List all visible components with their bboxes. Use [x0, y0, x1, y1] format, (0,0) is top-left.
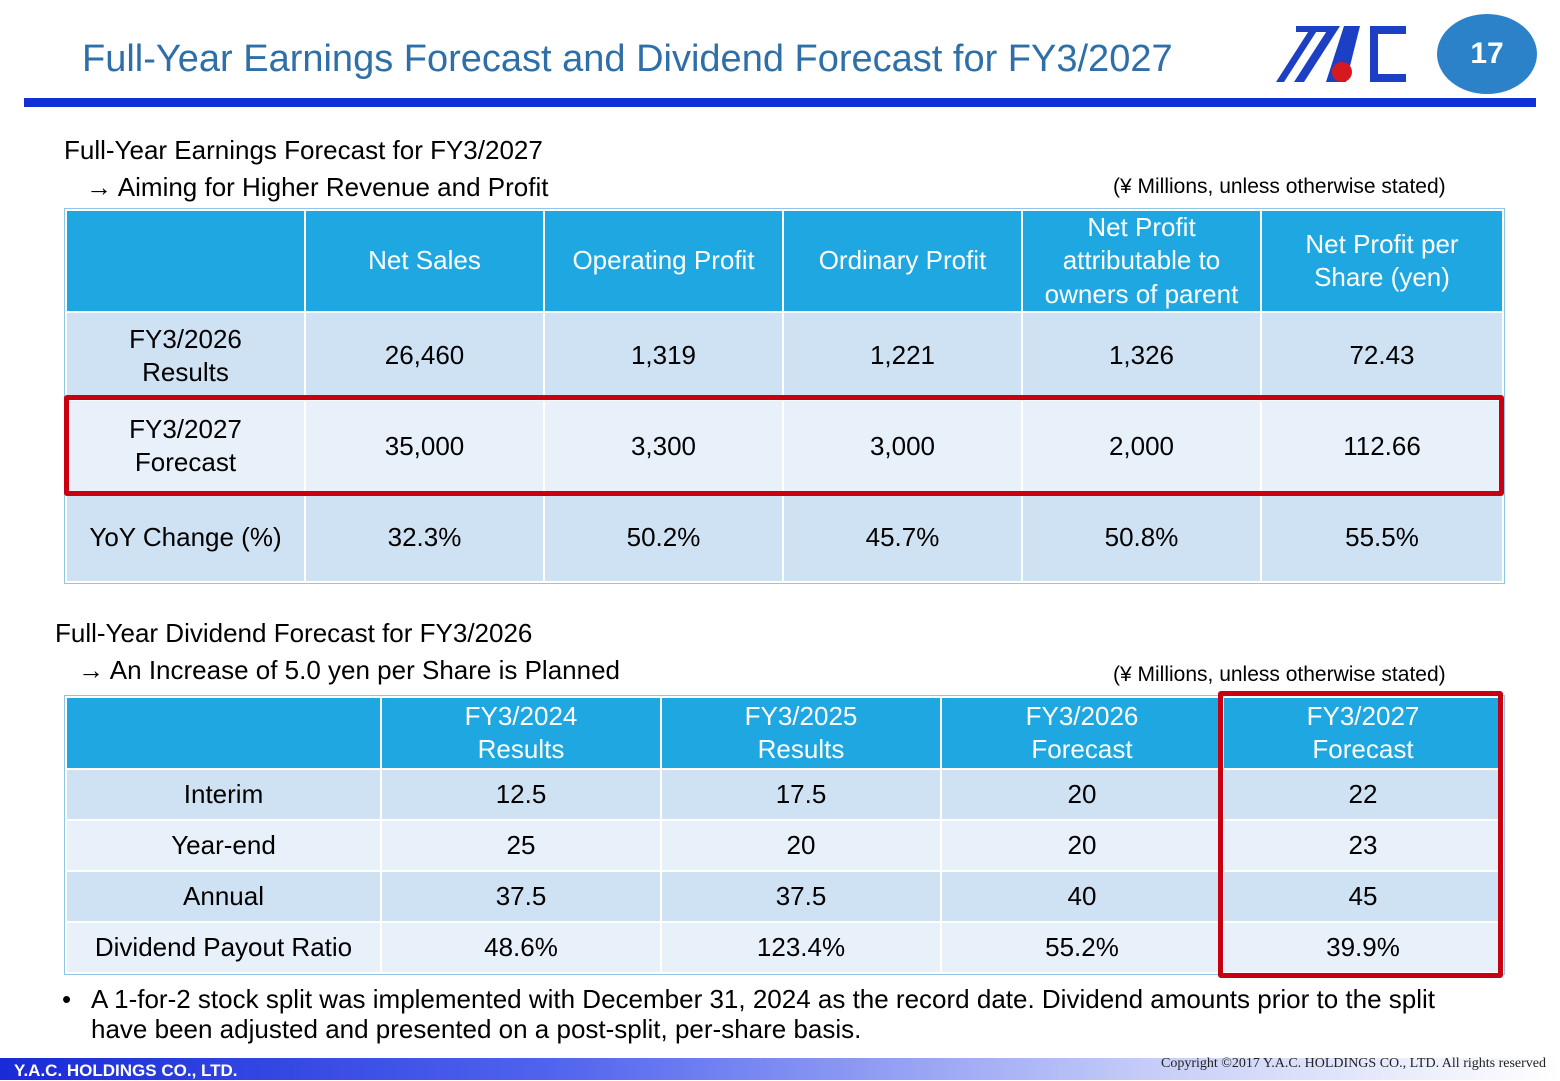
table-cell: 37.5 — [380, 870, 662, 923]
page-number-badge: 17 — [1437, 14, 1537, 94]
row-label: FY3/2026 Results — [65, 310, 306, 401]
row-label: Interim — [65, 768, 382, 821]
table-row: FY3/2026 Results 26,460 1,319 1,221 1,32… — [65, 310, 1504, 401]
row-label: Dividend Payout Ratio — [65, 921, 382, 974]
company-logo — [1276, 26, 1406, 82]
table-cell: 20 — [940, 768, 1224, 821]
table-cell: 55.2% — [940, 921, 1224, 974]
footnote: • A 1-for-2 stock split was implemented … — [62, 984, 1491, 1044]
earnings-subheading: → Aiming for Higher Revenue and Profit — [86, 172, 549, 202]
table-cell: 48.6% — [380, 921, 662, 974]
table-cell: 20 — [660, 819, 942, 872]
dividend-forecast-table: FY3/2024 Results FY3/2025 Results FY3/20… — [64, 695, 1505, 975]
table-header-cell: Net Profit attributable to owners of par… — [1021, 209, 1262, 313]
table-header-cell: FY3/2025 Results — [660, 696, 942, 770]
row-label: YoY Change (%) — [65, 491, 306, 583]
table-header-cell: FY3/2027 Forecast — [1222, 696, 1504, 770]
table-cell: 37.5 — [660, 870, 942, 923]
footnote-text: A 1-for-2 stock split was implemented wi… — [91, 984, 1435, 1044]
table-cell: 32.3% — [304, 491, 545, 583]
fy2027-column-highlight — [1218, 691, 1503, 978]
table-cell: 26,460 — [304, 310, 545, 401]
table-cell: 123.4% — [660, 921, 942, 974]
footer-company-name: Y.A.C. HOLDINGS CO., LTD. — [14, 1061, 238, 1080]
table-row: YoY Change (%) 32.3% 50.2% 45.7% 50.8% 5… — [65, 491, 1504, 583]
earnings-unit-note: (¥ Millions, unless otherwise stated) — [1113, 175, 1446, 198]
table-header-cell: Ordinary Profit — [782, 209, 1023, 313]
table-cell: 3,000 — [782, 398, 1023, 494]
bullet-icon: • — [62, 984, 72, 1014]
table-cell: 35,000 — [304, 398, 545, 494]
dividend-heading: Full-Year Dividend Forecast for FY3/2026 — [55, 618, 533, 648]
table-cell: 12.5 — [380, 768, 662, 821]
table-header-cell: Net Profit per Share (yen) — [1260, 209, 1504, 313]
forecast-row-highlight — [64, 395, 1504, 496]
table-cell: 45.7% — [782, 491, 1023, 583]
table-cell: 20 — [940, 819, 1224, 872]
table-cell: 2,000 — [1021, 398, 1262, 494]
table-cell: 3,300 — [543, 398, 784, 494]
table-header-cell — [65, 209, 306, 313]
table-cell: 23 — [1222, 819, 1504, 872]
table-cell: 1,221 — [782, 310, 1023, 401]
earnings-heading: Full-Year Earnings Forecast for FY3/2027 — [64, 135, 543, 165]
title-divider — [24, 98, 1536, 107]
table-cell: 1,319 — [543, 310, 784, 401]
page-title: Full-Year Earnings Forecast and Dividend… — [82, 38, 1173, 80]
table-header-cell: FY3/2024 Results — [380, 696, 662, 770]
dividend-unit-note: (¥ Millions, unless otherwise stated) — [1113, 663, 1446, 686]
table-header-cell: Operating Profit — [543, 209, 784, 313]
table-row: Year-end 25 20 20 23 — [65, 819, 1504, 872]
table-row: Dividend Payout Ratio 48.6% 123.4% 55.2%… — [65, 921, 1504, 974]
table-cell: 112.66 — [1260, 398, 1504, 494]
table-row: FY3/2027 Forecast 35,000 3,300 3,000 2,0… — [65, 398, 1504, 494]
table-header-cell — [65, 696, 382, 770]
footer-bar — [0, 1058, 1560, 1080]
table-cell: 50.2% — [543, 491, 784, 583]
row-label: Year-end — [65, 819, 382, 872]
copyright-notice: Copyright ©2017 Y.A.C. HOLDINGS CO., LTD… — [1161, 1056, 1546, 1071]
table-cell: 55.5% — [1260, 491, 1504, 583]
table-cell: 40 — [940, 870, 1224, 923]
table-row: Interim 12.5 17.5 20 22 — [65, 768, 1504, 821]
table-cell: 50.8% — [1021, 491, 1262, 583]
table-header-cell: Net Sales — [304, 209, 545, 313]
table-cell: 72.43 — [1260, 310, 1504, 401]
earnings-forecast-table: Net Sales Operating Profit Ordinary Prof… — [64, 208, 1505, 584]
table-cell: 39.9% — [1222, 921, 1504, 974]
table-header-cell: FY3/2026 Forecast — [940, 696, 1224, 770]
table-cell: 17.5 — [660, 768, 942, 821]
table-cell: 1,326 — [1021, 310, 1262, 401]
dividend-subheading: → An Increase of 5.0 yen per Share is Pl… — [78, 655, 621, 685]
table-row: Annual 37.5 37.5 40 45 — [65, 870, 1504, 923]
table-cell: 25 — [380, 819, 662, 872]
table-cell: 45 — [1222, 870, 1504, 923]
row-label: Annual — [65, 870, 382, 923]
